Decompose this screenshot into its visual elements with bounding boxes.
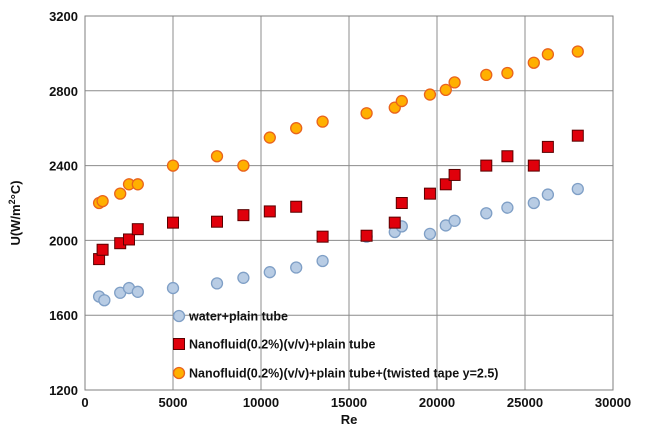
legend-label-3: Nanofluid(0.2%)(v/v)+plain tube+(twisted… [189, 367, 498, 381]
x-tick-label: 0 [81, 395, 88, 410]
data-point [541, 140, 554, 153]
data-point [290, 122, 303, 135]
data-point [263, 266, 276, 279]
data-point [395, 197, 408, 209]
data-point [263, 205, 276, 218]
data-point [316, 230, 329, 243]
data-point [360, 229, 373, 242]
data-point [316, 254, 329, 268]
data-point [480, 68, 493, 82]
data-point [571, 45, 584, 58]
data-point [166, 281, 180, 295]
data-point [237, 271, 250, 284]
data-point [527, 196, 540, 210]
legend-marker-3 [172, 366, 186, 380]
data-point [96, 194, 109, 208]
data-point [501, 150, 514, 163]
data-point [448, 168, 461, 181]
y-tick-label: 3200 [49, 9, 78, 24]
series-1 [92, 182, 584, 307]
x-tick-label: 10000 [243, 395, 279, 410]
legend-marker-1 [172, 309, 186, 323]
data-point [541, 188, 555, 201]
x-tick-labels: 0 5000 10000 15000 20000 25000 30000 [81, 395, 631, 410]
x-tick-label: 5000 [159, 395, 188, 410]
x-axis-title: Re [341, 412, 358, 427]
data-points [92, 45, 584, 307]
data-point [501, 66, 514, 80]
data-point [316, 115, 329, 128]
data-point [439, 83, 452, 97]
data-point [527, 159, 540, 172]
data-point [448, 76, 461, 89]
x-tick-label: 20000 [419, 395, 455, 410]
y-axis-title-superscript: 2 [7, 199, 17, 204]
data-point [480, 207, 493, 220]
legend-label-1: water+plain tube [188, 310, 288, 324]
data-point [541, 48, 555, 61]
data-point [388, 216, 401, 229]
legend-label-2: Nanofluid(0.2%)(v/v)+plain tube [189, 338, 376, 352]
data-point [237, 209, 250, 222]
data-point [423, 88, 437, 101]
y-tick-label: 1200 [49, 383, 78, 398]
data-point [131, 223, 144, 236]
x-tick-label: 25000 [507, 395, 543, 410]
data-point [96, 243, 109, 256]
data-point [395, 94, 408, 108]
data-point [439, 178, 452, 191]
data-point [131, 285, 144, 298]
plot-frame [84, 15, 614, 391]
legend: water+plain tube Nanofluid(0.2%)(v/v)+pla… [172, 309, 498, 381]
y-tick-label: 2800 [49, 84, 78, 99]
series-3 [92, 45, 584, 210]
y-axis-title: U(W/m2°C) [7, 180, 23, 245]
data-point [211, 215, 223, 228]
y-axis-title-main: U(W/m [8, 204, 23, 245]
data-point [114, 187, 127, 200]
data-point [423, 227, 437, 241]
data-point [480, 159, 493, 172]
data-point [571, 182, 584, 196]
data-point [210, 150, 224, 163]
y-axis-title-unit: °C) [8, 180, 23, 199]
data-point [131, 178, 144, 191]
legend-marker-2 [173, 338, 185, 350]
data-point [123, 233, 135, 246]
data-point [448, 214, 461, 227]
data-point [167, 216, 179, 229]
data-point [290, 261, 303, 274]
data-point [210, 277, 224, 290]
y-tick-label: 1600 [49, 308, 78, 323]
data-point [423, 187, 436, 200]
data-point [290, 200, 303, 213]
data-point [166, 159, 180, 172]
data-point [360, 107, 373, 120]
data-point [527, 56, 540, 69]
data-point [237, 159, 250, 172]
data-point [263, 131, 276, 144]
data-point [98, 294, 111, 307]
data-point [501, 201, 514, 214]
y-tick-label: 2000 [49, 233, 78, 248]
x-tick-label: 30000 [595, 395, 631, 410]
data-point [571, 129, 584, 142]
y-tick-labels: 1200 1600 2000 2400 2800 3200 [49, 9, 78, 398]
series-2 [93, 129, 584, 266]
y-tick-label: 2400 [49, 159, 78, 174]
x-tick-label: 15000 [331, 395, 367, 410]
